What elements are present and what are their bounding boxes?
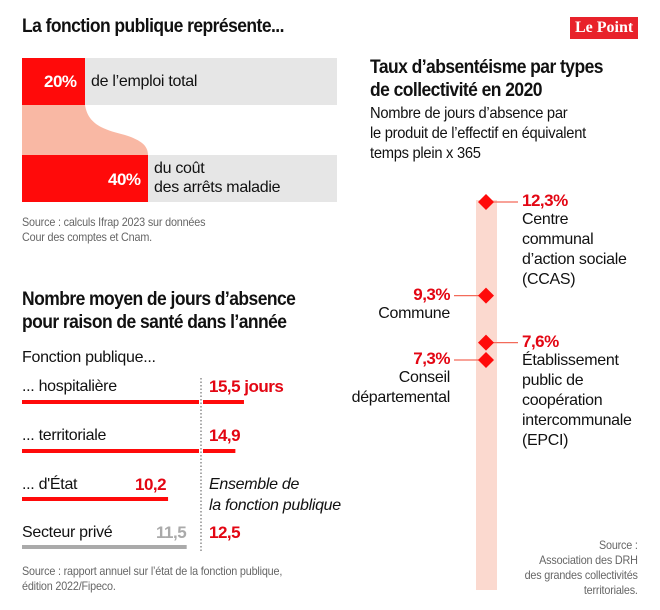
point-label-line: communal bbox=[522, 231, 594, 248]
ensemble-value: 12,5 bbox=[209, 523, 241, 542]
row1-value: 20% bbox=[44, 72, 77, 91]
point-label-line: (CCAS) bbox=[522, 271, 576, 288]
bar-0 bbox=[22, 400, 244, 404]
point-label-line: d’action sociale bbox=[522, 251, 627, 268]
section3-source-line3: des grandes collectivités bbox=[524, 568, 638, 582]
row-hosp-label: ... hospitalière bbox=[22, 378, 117, 395]
axis-band bbox=[476, 200, 497, 590]
section2-source-line1: Source : rapport annuel sur l’état de la… bbox=[22, 564, 283, 578]
section2-title-line2: pour raison de santé dans l’année bbox=[22, 312, 287, 333]
point-value: 7,3% bbox=[413, 349, 450, 368]
point-label-line: Centre bbox=[522, 211, 569, 228]
point-value: 9,3% bbox=[413, 284, 450, 304]
section2-title-line1: Nombre moyen de jours d’absence bbox=[22, 289, 296, 310]
point-label-3: 7,3% Conseil départemental bbox=[351, 349, 451, 408]
row-terr-label: ... territoriale bbox=[22, 427, 107, 444]
row2-bar bbox=[22, 155, 148, 202]
row2-value: 40% bbox=[108, 170, 141, 189]
point-label-line: Commune bbox=[378, 304, 450, 322]
point-label-line: public de bbox=[522, 371, 584, 389]
row-prive-label: Secteur privé bbox=[22, 524, 113, 541]
connector-band bbox=[22, 105, 148, 155]
point-value: 12,3% bbox=[522, 191, 568, 210]
diamond-marker-1 bbox=[478, 287, 494, 304]
section1-chart bbox=[22, 58, 337, 202]
le-point-logo: Le Point bbox=[570, 17, 639, 39]
point-label-line: intercommunale bbox=[522, 411, 632, 429]
group-label: Fonction publique... bbox=[22, 349, 156, 366]
ensemble-label-line1: Ensemble de bbox=[209, 476, 300, 493]
section1-title: La fonction publique représente... bbox=[22, 16, 284, 37]
diamond-marker-3 bbox=[478, 352, 494, 368]
diamond-marker-0 bbox=[478, 194, 494, 210]
section3-subtitle-line3: temps plein x 365 bbox=[370, 145, 481, 162]
section1-source-line2: Cour des comptes et Cnam. bbox=[22, 230, 152, 244]
bar-1 bbox=[22, 449, 236, 453]
row2-label-line1: du coût bbox=[154, 160, 205, 177]
section3-source-line4: territoriales. bbox=[584, 583, 638, 597]
row1-label: de l’emploi total bbox=[91, 73, 198, 90]
point-label-line: (EPCI) bbox=[522, 431, 569, 449]
bar-2 bbox=[22, 497, 169, 501]
row1-bar bbox=[22, 58, 85, 105]
row2-label-line2: des arrêts maladie bbox=[154, 179, 281, 196]
point-label-1: 9,3% Commune bbox=[378, 284, 450, 324]
point-value: 7,6% bbox=[522, 331, 559, 351]
section3-title-line1: Taux d’absentéisme par types bbox=[370, 57, 603, 78]
diamond-marker-2 bbox=[478, 334, 494, 351]
section3-subtitle-line2: le produit de l’effectif en équivalent bbox=[370, 125, 586, 142]
section1-source-line1: Source : calculs Ifrap 2023 sur données bbox=[22, 215, 206, 229]
point-label-line: Conseil bbox=[398, 369, 451, 386]
row-etat-value: 10,2 bbox=[135, 475, 167, 494]
row-terr-value: 14,9 bbox=[209, 426, 241, 445]
row-prive-value: 11,5 bbox=[156, 523, 187, 542]
row-etat-label: ... d'État bbox=[22, 476, 78, 493]
section3-source-line1: Source : bbox=[599, 538, 638, 552]
section2-source-line2: édition 2022/Fipeco. bbox=[22, 579, 116, 593]
row-hosp-value: 15,5 jours bbox=[209, 377, 284, 396]
bar-3 bbox=[22, 545, 187, 549]
section3-title-line2: de collectivité en 2020 bbox=[370, 80, 542, 101]
section2-chart bbox=[22, 378, 244, 552]
point-label-line: départemental bbox=[351, 389, 451, 406]
section3-source: Source : Association des DRH des grandes… bbox=[525, 538, 638, 598]
point-label-2: 7,6% Établissement public de coopération int… bbox=[522, 331, 632, 451]
point-label-0: 12,3% Centre communal d’action sociale (CCAS… bbox=[522, 192, 627, 290]
point-label-line: coopération bbox=[522, 391, 603, 409]
point-label-line: Établissement bbox=[522, 351, 619, 369]
section3-source-line2: Association des DRH bbox=[539, 553, 638, 567]
section3-subtitle-line1: Nombre de jours d’absence par bbox=[370, 105, 568, 122]
ensemble-label-line2: la fonction publique bbox=[209, 497, 341, 514]
